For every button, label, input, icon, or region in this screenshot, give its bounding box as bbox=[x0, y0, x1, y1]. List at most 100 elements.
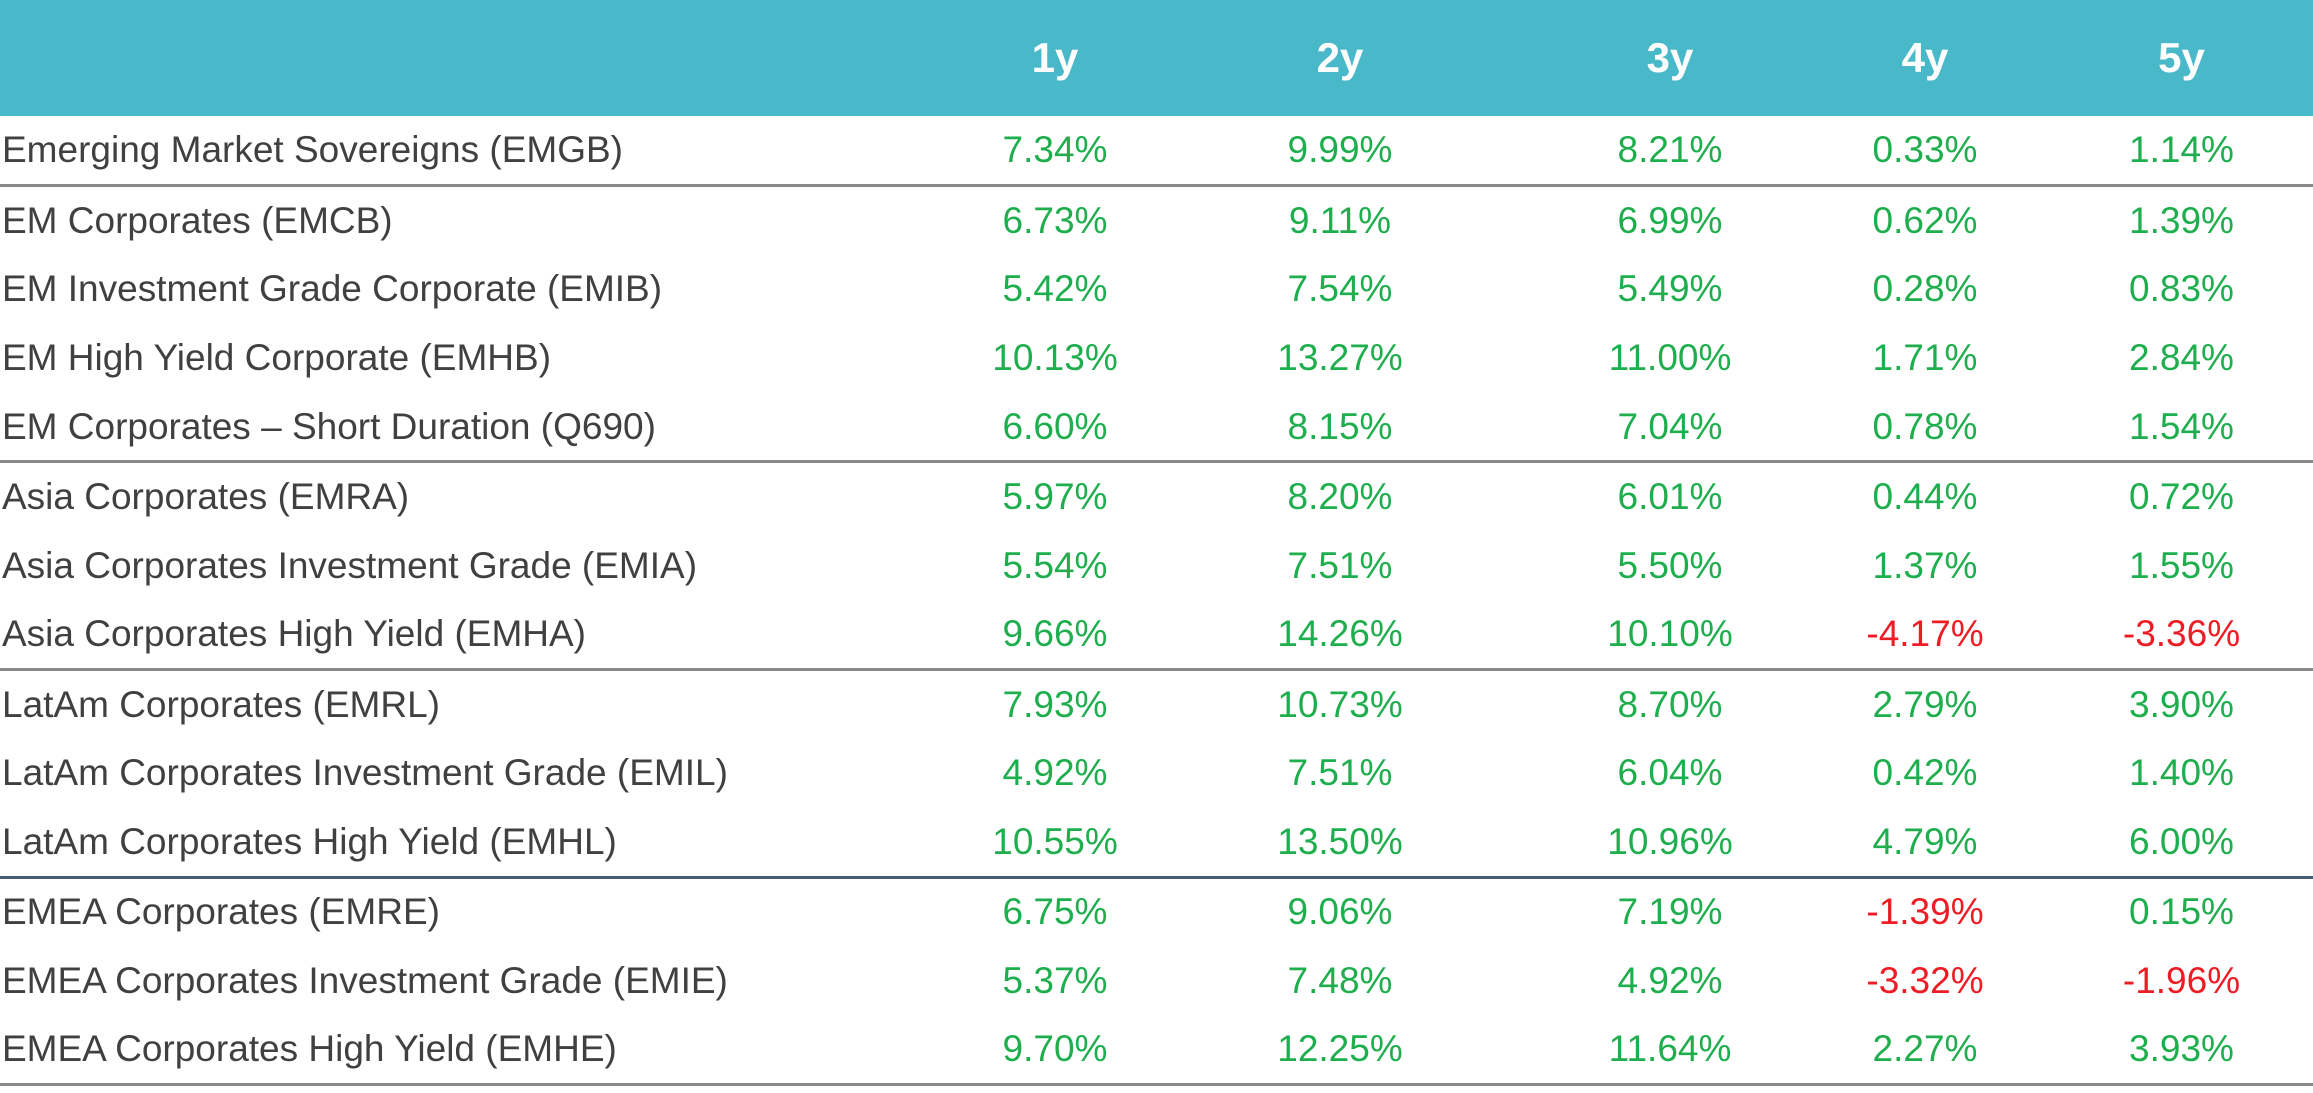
table-row: EMEA Corporates Investment Grade (EMIE) 5… bbox=[0, 946, 2313, 1015]
value-cell-1y: 6.60% bbox=[970, 392, 1140, 464]
value-cell-1y: 7.34% bbox=[970, 116, 1140, 187]
table-row: Asia Corporates (EMRA) 5.97% 8.20% 6.01% 0.4… bbox=[0, 462, 2313, 531]
value-cell-1y: 9.66% bbox=[970, 600, 1140, 672]
value-cell-2y: 8.20% bbox=[1287, 476, 1393, 518]
row-label: EM Corporates (EMCB) bbox=[2, 199, 393, 241]
row-label: EM Corporates – Short Duration (Q690) bbox=[0, 392, 970, 464]
value-cell-2y: 7.48% bbox=[1287, 959, 1393, 1001]
value-cell-3y: 5.49% bbox=[1617, 267, 1723, 309]
value-cell-4y: -4.17% bbox=[1800, 600, 2050, 672]
value-cell-5y: 0.15% bbox=[2129, 891, 2234, 933]
value-cell-5y: -1.96% bbox=[2122, 959, 2241, 1001]
header-1y: 1y bbox=[1031, 34, 1079, 81]
value-cell-5y: 1.39% bbox=[2129, 199, 2234, 241]
value-cell-3y: 6.01% bbox=[1617, 476, 1723, 518]
value-cell-2y: 9.06% bbox=[1287, 891, 1393, 933]
value-cell-1y: 5.54% bbox=[1002, 544, 1108, 586]
value-cell-3y: 8.70% bbox=[1617, 683, 1723, 725]
value-cell-1y: 9.70% bbox=[970, 1015, 1140, 1087]
row-label: EMEA Corporates Investment Grade (EMIE) bbox=[2, 959, 728, 1001]
value-cell-2y: 7.54% bbox=[1287, 267, 1393, 309]
value-cell-5y: 3.90% bbox=[2129, 683, 2234, 725]
value-cell-3y: 11.00% bbox=[1608, 337, 1732, 379]
row-label: EM Investment Grade Corporate (EMIB) bbox=[2, 267, 663, 309]
table-row: Emerging Market Sovereigns (EMGB) 7.34% 9.… bbox=[0, 116, 2313, 187]
value-cell-2y: 7.51% bbox=[1287, 752, 1393, 794]
row-label: LatAm Corporates High Yield (EMHL) bbox=[0, 807, 970, 879]
value-cell-3y: 7.04% bbox=[1540, 392, 1800, 464]
table-row: EM Corporates (EMCB) 6.73% 9.11% 6.99% 0.62%… bbox=[0, 185, 2313, 254]
value-cell-1y: 4.92% bbox=[1002, 752, 1108, 794]
value-cell-1y: 7.93% bbox=[1002, 683, 1108, 725]
header-2y: 2y bbox=[1316, 34, 1364, 81]
value-cell-4y: 0.33% bbox=[1800, 116, 2050, 187]
header-3y: 3y bbox=[1646, 34, 1694, 81]
table-header: 1y 2y 3y 4y 5y bbox=[0, 0, 2313, 116]
row-label: EM High Yield Corporate (EMHB) bbox=[2, 337, 552, 379]
table-row: LatAm Corporates High Yield (EMHL) 10.55%… bbox=[0, 807, 2313, 879]
value-cell-1y: 5.42% bbox=[1002, 267, 1108, 309]
value-cell-2y: 14.26% bbox=[1140, 600, 1540, 672]
header-4y: 4y bbox=[1901, 34, 1949, 81]
value-cell-2y: 8.15% bbox=[1140, 392, 1540, 464]
value-cell-4y: 1.37% bbox=[1872, 544, 1978, 586]
value-cell-4y: 4.79% bbox=[1800, 807, 2050, 879]
value-cell-4y: -1.39% bbox=[1866, 891, 1984, 933]
table-row: EM Corporates – Short Duration (Q690) 6.6… bbox=[0, 392, 2313, 464]
value-cell-5y: 2.84% bbox=[2129, 337, 2234, 379]
value-cell-3y: 6.04% bbox=[1617, 752, 1723, 794]
value-cell-3y: 10.96% bbox=[1540, 807, 1800, 879]
row-label: Emerging Market Sovereigns (EMGB) bbox=[0, 116, 970, 187]
value-cell-4y: 0.78% bbox=[1800, 392, 2050, 464]
table-row: EM High Yield Corporate (EMHB) 10.13% 13.2… bbox=[0, 324, 2313, 393]
value-cell-4y: 0.42% bbox=[1872, 752, 1978, 794]
row-label: Asia Corporates Investment Grade (EMIA) bbox=[2, 544, 698, 586]
value-cell-5y: 6.00% bbox=[2050, 807, 2313, 879]
row-label: EMEA Corporates (EMRE) bbox=[2, 891, 440, 933]
value-cell-4y: 0.62% bbox=[1872, 199, 1978, 241]
value-cell-5y: 3.93% bbox=[2050, 1015, 2313, 1087]
value-cell-5y: 0.72% bbox=[2129, 476, 2234, 518]
value-cell-2y: 13.50% bbox=[1140, 807, 1540, 879]
value-cell-3y: 6.99% bbox=[1617, 199, 1723, 241]
value-cell-3y: 4.92% bbox=[1617, 959, 1723, 1001]
value-cell-3y: 10.10% bbox=[1540, 600, 1800, 672]
value-cell-5y: 1.55% bbox=[2129, 544, 2234, 586]
value-cell-5y: 1.14% bbox=[2050, 116, 2313, 187]
value-cell-1y: 10.13% bbox=[992, 337, 1118, 379]
value-cell-2y: 12.25% bbox=[1140, 1015, 1540, 1087]
row-label: Asia Corporates High Yield (EMHA) bbox=[0, 600, 970, 672]
value-cell-2y: 9.11% bbox=[1288, 199, 1392, 241]
value-cell-1y: 5.37% bbox=[1002, 959, 1108, 1001]
value-cell-1y: 6.73% bbox=[1002, 199, 1108, 241]
table-row: Asia Corporates High Yield (EMHA) 9.66% 14… bbox=[0, 600, 2313, 672]
value-cell-5y: 1.54% bbox=[2050, 392, 2313, 464]
value-cell-4y: 1.71% bbox=[1872, 337, 1978, 379]
value-cell-1y: 10.55% bbox=[970, 807, 1140, 879]
value-cell-5y: 0.83% bbox=[2129, 267, 2234, 309]
value-cell-3y: 11.64% bbox=[1540, 1015, 1800, 1087]
header-5y: 5y bbox=[2158, 34, 2205, 81]
value-cell-3y: 8.21% bbox=[1540, 116, 1800, 187]
value-cell-2y: 10.73% bbox=[1277, 683, 1403, 725]
value-cell-1y: 5.97% bbox=[1002, 476, 1108, 518]
table-row: EMEA Corporates High Yield (EMHE) 9.70% 12… bbox=[0, 1015, 2313, 1087]
table-row: EMEA Corporates (EMRE) 6.75% 9.06% 7.19% -1.… bbox=[0, 877, 2313, 946]
table-row: Asia Corporates Investment Grade (EMIA) 5… bbox=[0, 531, 2313, 600]
value-cell-4y: -3.32% bbox=[1866, 959, 1984, 1001]
header-label-cell bbox=[0, 0, 970, 116]
row-label: Asia Corporates (EMRA) bbox=[2, 476, 410, 518]
value-cell-3y: 5.50% bbox=[1617, 544, 1723, 586]
value-cell-4y: 0.44% bbox=[1872, 476, 1978, 518]
row-label: LatAm Corporates (EMRL) bbox=[2, 683, 440, 725]
value-cell-4y: 0.28% bbox=[1872, 267, 1978, 309]
table-row: LatAm Corporates Investment Grade (EMIL)… bbox=[0, 739, 2313, 808]
value-cell-2y: 13.27% bbox=[1277, 337, 1403, 379]
row-label: EMEA Corporates High Yield (EMHE) bbox=[0, 1015, 970, 1087]
value-cell-5y: -3.36% bbox=[2050, 600, 2313, 672]
value-cell-5y: 1.40% bbox=[2129, 752, 2234, 794]
value-cell-4y: 2.27% bbox=[1800, 1015, 2050, 1087]
value-cell-2y: 7.51% bbox=[1287, 544, 1393, 586]
